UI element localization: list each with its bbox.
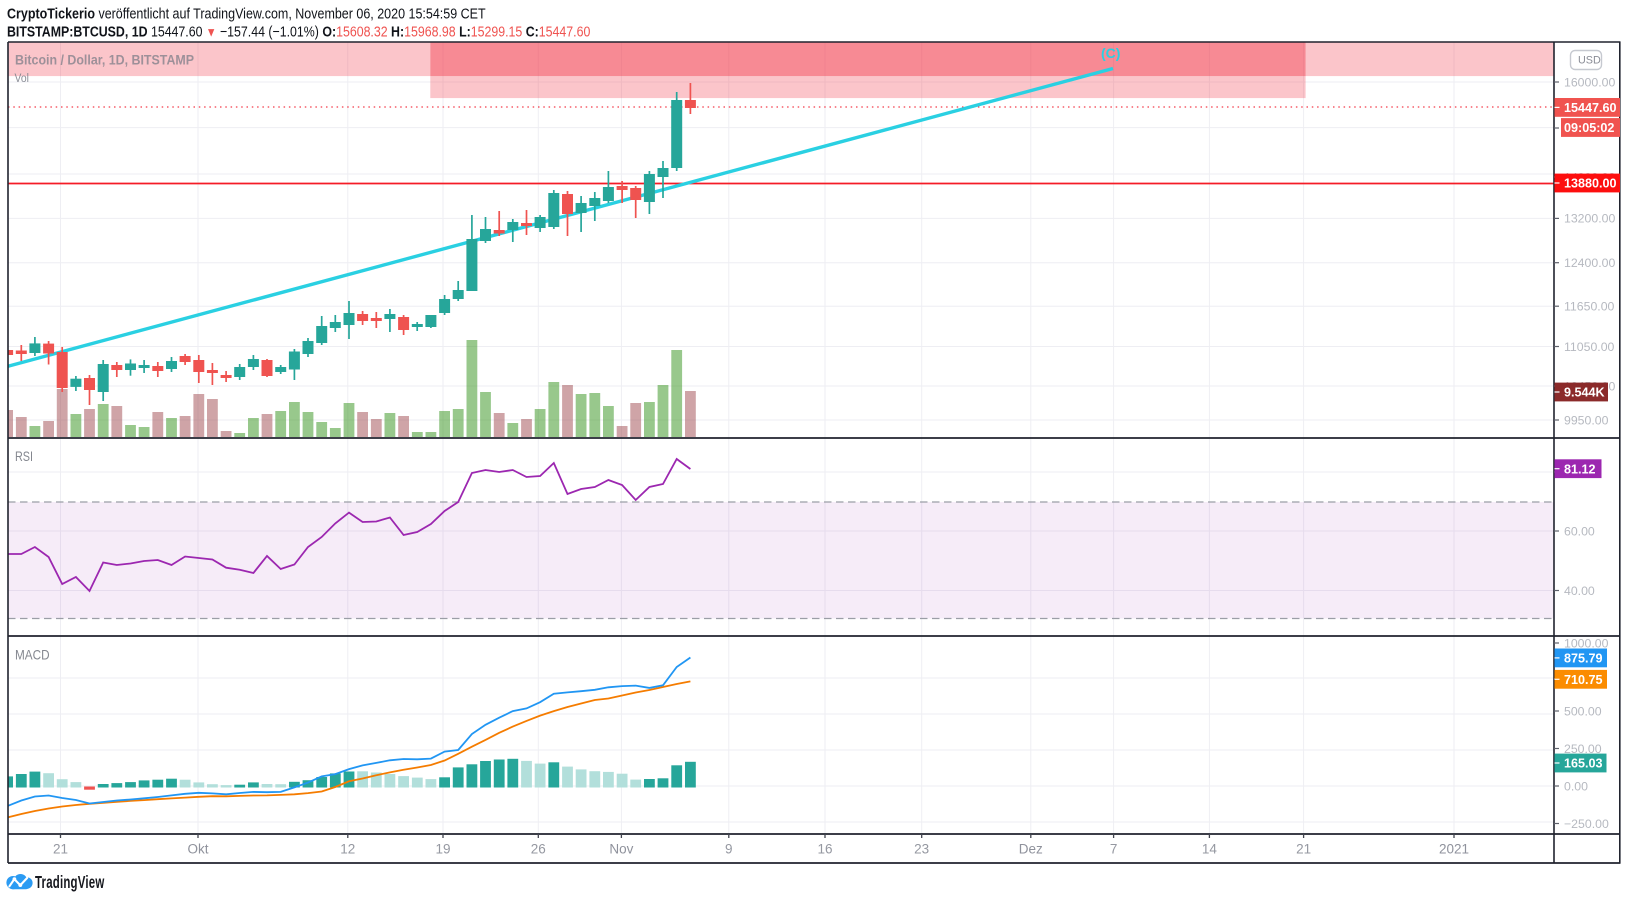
svg-text:USD: USD — [1578, 55, 1601, 67]
svg-text:RSI: RSI — [15, 449, 33, 464]
svg-text:Nov: Nov — [609, 842, 633, 857]
svg-text:9950.00: 9950.00 — [1564, 413, 1609, 427]
svg-text:Vol: Vol — [15, 73, 29, 86]
svg-text:710.75: 710.75 — [1564, 673, 1603, 687]
svg-text:Dez: Dez — [1019, 842, 1043, 857]
svg-text:21: 21 — [1296, 842, 1311, 857]
svg-text:MACD: MACD — [15, 648, 50, 663]
svg-text:875.79: 875.79 — [1564, 652, 1603, 666]
svg-text:13200.00: 13200.00 — [1564, 212, 1615, 226]
svg-text:14: 14 — [1202, 842, 1218, 857]
svg-text:CryptoTickerio veröffentlicht: CryptoTickerio veröffentlicht auf Tradin… — [7, 4, 486, 21]
svg-text:23: 23 — [914, 842, 929, 857]
svg-text:BITSTAMP:BTCUSD, 1D 15447.60 ▼: BITSTAMP:BTCUSD, 1D 15447.60 ▼ −157.44 (… — [7, 23, 591, 39]
svg-text:9.544K: 9.544K — [1564, 386, 1605, 400]
svg-text:165.03: 165.03 — [1564, 757, 1603, 771]
svg-text:500.00: 500.00 — [1564, 704, 1602, 718]
svg-text:(C): (C) — [1101, 45, 1120, 61]
svg-text:81.12: 81.12 — [1564, 462, 1596, 476]
svg-text:−250.00: −250.00 — [1564, 817, 1609, 831]
svg-text:40.00: 40.00 — [1564, 584, 1595, 598]
svg-text:9: 9 — [725, 842, 733, 857]
svg-text:TradingView: TradingView — [35, 874, 105, 893]
svg-text:7: 7 — [1110, 842, 1118, 857]
svg-text:19: 19 — [435, 842, 450, 857]
svg-text:1000.00: 1000.00 — [1564, 636, 1609, 650]
svg-text:0.00: 0.00 — [1564, 779, 1588, 793]
svg-text:12: 12 — [340, 842, 355, 857]
svg-text:Bitcoin / Dollar, 1D, BITSTAMP: Bitcoin / Dollar, 1D, BITSTAMP — [15, 52, 194, 68]
svg-text:11650.00: 11650.00 — [1564, 300, 1615, 314]
svg-text:11050.00: 11050.00 — [1564, 340, 1615, 354]
svg-text:Okt: Okt — [187, 842, 208, 857]
svg-text:21: 21 — [53, 842, 68, 857]
svg-text:2021: 2021 — [1439, 842, 1469, 857]
svg-text:250.00: 250.00 — [1564, 742, 1602, 756]
svg-text:12400.00: 12400.00 — [1564, 256, 1615, 270]
svg-text:15447.60: 15447.60 — [1564, 101, 1617, 115]
svg-text:60.00: 60.00 — [1564, 524, 1595, 538]
svg-text:16000.00: 16000.00 — [1564, 75, 1615, 89]
svg-text:26: 26 — [531, 842, 546, 857]
svg-text:16: 16 — [817, 842, 832, 857]
svg-text:13880.00: 13880.00 — [1564, 177, 1617, 191]
svg-text:09:05:02: 09:05:02 — [1564, 121, 1614, 135]
